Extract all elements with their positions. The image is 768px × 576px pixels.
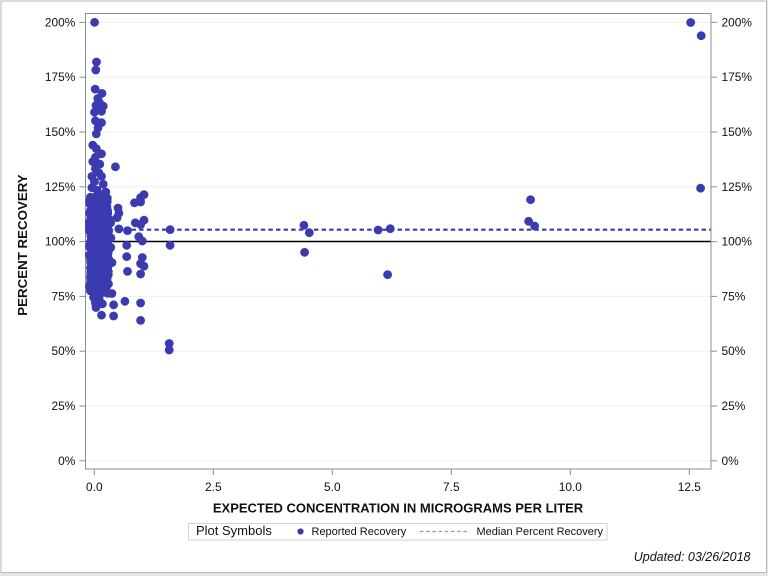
svg-text:150%: 150% — [45, 125, 76, 139]
svg-text:75%: 75% — [51, 289, 75, 303]
svg-text:10.0: 10.0 — [559, 480, 583, 494]
svg-text:PERCENT RECOVERY: PERCENT RECOVERY — [15, 174, 30, 315]
svg-text:25%: 25% — [51, 399, 75, 413]
svg-text:0%: 0% — [722, 454, 740, 468]
svg-text:Reported Recovery: Reported Recovery — [312, 526, 407, 538]
svg-text:0.0: 0.0 — [86, 480, 103, 494]
svg-text:50%: 50% — [722, 344, 746, 358]
svg-text:0%: 0% — [58, 454, 76, 468]
svg-text:175%: 175% — [45, 70, 76, 84]
svg-text:50%: 50% — [51, 344, 75, 358]
svg-text:Median Percent Recovery: Median Percent Recovery — [477, 526, 604, 538]
svg-text:Updated: 03/26/2018: Updated: 03/26/2018 — [634, 550, 751, 564]
svg-text:100%: 100% — [45, 235, 76, 249]
svg-text:125%: 125% — [45, 180, 76, 194]
svg-text:125%: 125% — [722, 180, 753, 194]
svg-text:7.5: 7.5 — [443, 480, 460, 494]
svg-text:200%: 200% — [722, 15, 753, 29]
svg-text:Plot Symbols: Plot Symbols — [196, 523, 272, 538]
svg-text:175%: 175% — [722, 70, 753, 84]
svg-text:25%: 25% — [722, 399, 746, 413]
svg-text:200%: 200% — [45, 15, 76, 29]
svg-text:100%: 100% — [722, 235, 753, 249]
svg-text:2.5: 2.5 — [205, 480, 222, 494]
svg-text:EXPECTED CONCENTRATION IN MICR: EXPECTED CONCENTRATION IN MICROGRAMS PER… — [213, 501, 584, 516]
svg-text:12.5: 12.5 — [678, 480, 702, 494]
svg-text:5.0: 5.0 — [324, 480, 341, 494]
svg-text:75%: 75% — [722, 289, 746, 303]
svg-text:150%: 150% — [722, 125, 753, 139]
